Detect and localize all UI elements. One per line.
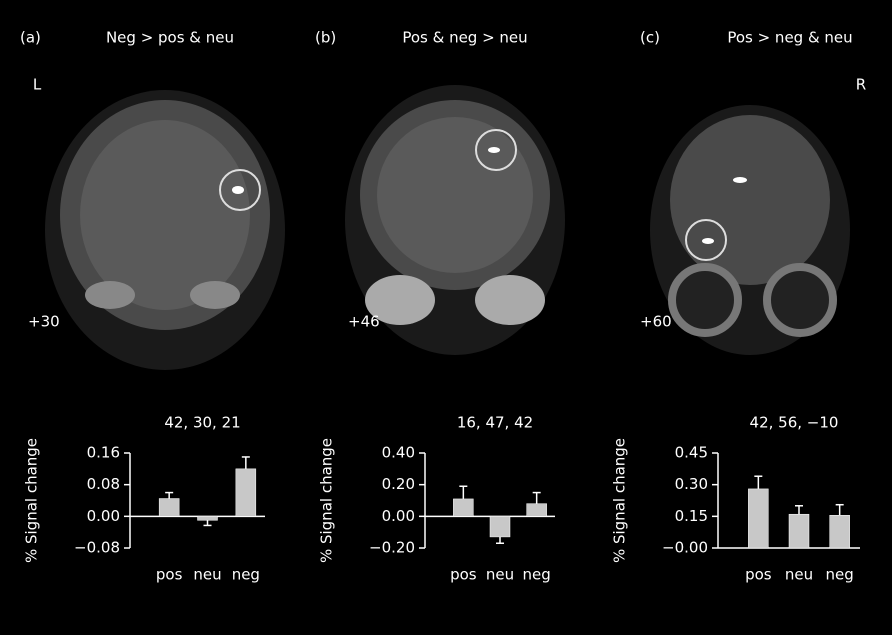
bar bbox=[453, 499, 473, 516]
x-tick-label: neu bbox=[785, 566, 813, 584]
panel-label: (b) bbox=[315, 29, 336, 47]
slice-label: +30 bbox=[28, 313, 60, 331]
x-tick-label: pos bbox=[450, 566, 477, 584]
bar bbox=[748, 489, 768, 548]
x-tick-label: neg bbox=[523, 566, 551, 584]
bar bbox=[159, 499, 179, 517]
y-tick-label: 0.00 bbox=[382, 507, 415, 525]
y-tick-label: 0.08 bbox=[87, 475, 120, 493]
slice-label: +46 bbox=[348, 313, 380, 331]
y-tick-label: 0.15 bbox=[675, 507, 708, 525]
bar bbox=[490, 516, 510, 537]
contrast-label: Pos > neg & neu bbox=[727, 29, 852, 47]
bar bbox=[830, 515, 850, 548]
y-tick-label: 0.00 bbox=[87, 507, 120, 525]
y-tick-label: 0.16 bbox=[87, 444, 120, 462]
x-tick-label: neg bbox=[826, 566, 854, 584]
chart-title: 16, 47, 42 bbox=[457, 414, 533, 432]
brain-slice-c bbox=[650, 105, 850, 355]
bar bbox=[236, 469, 256, 517]
bar bbox=[789, 514, 809, 548]
hemisphere-label: L bbox=[33, 76, 42, 94]
hemisphere-label: R bbox=[856, 76, 866, 94]
x-tick-label: pos bbox=[745, 566, 772, 584]
contrast-label: Neg > pos & neu bbox=[106, 29, 234, 47]
y-axis-label: % Signal change bbox=[318, 438, 336, 563]
x-tick-label: neu bbox=[193, 566, 221, 584]
bar bbox=[527, 504, 547, 517]
x-tick-label: pos bbox=[156, 566, 183, 584]
y-tick-label: −0.20 bbox=[369, 539, 415, 557]
y-tick-label: 0.20 bbox=[382, 475, 415, 493]
y-axis-label: % Signal change bbox=[611, 438, 629, 563]
panel-label: (a) bbox=[20, 29, 41, 47]
x-tick-label: neu bbox=[486, 566, 514, 584]
chart-title: 42, 30, 21 bbox=[164, 414, 240, 432]
y-tick-label: 0.40 bbox=[382, 444, 415, 462]
y-tick-label: −0.00 bbox=[662, 539, 708, 557]
panel-label: (c) bbox=[640, 29, 660, 47]
y-tick-label: 0.30 bbox=[675, 475, 708, 493]
brain-slice-a bbox=[45, 90, 285, 370]
y-tick-label: 0.45 bbox=[675, 444, 708, 462]
contrast-label: Pos & neg > neu bbox=[402, 29, 527, 47]
slice-label: +60 bbox=[640, 313, 672, 331]
x-tick-label: neg bbox=[232, 566, 260, 584]
bar bbox=[198, 516, 218, 520]
y-axis-label: % Signal change bbox=[23, 438, 41, 563]
chart-title: 42, 56, −10 bbox=[750, 414, 839, 432]
figure: (a) Neg > pos & neu L +30 42, 30, 21 % Signal… bbox=[0, 0, 892, 635]
y-tick-label: −0.08 bbox=[74, 539, 120, 557]
